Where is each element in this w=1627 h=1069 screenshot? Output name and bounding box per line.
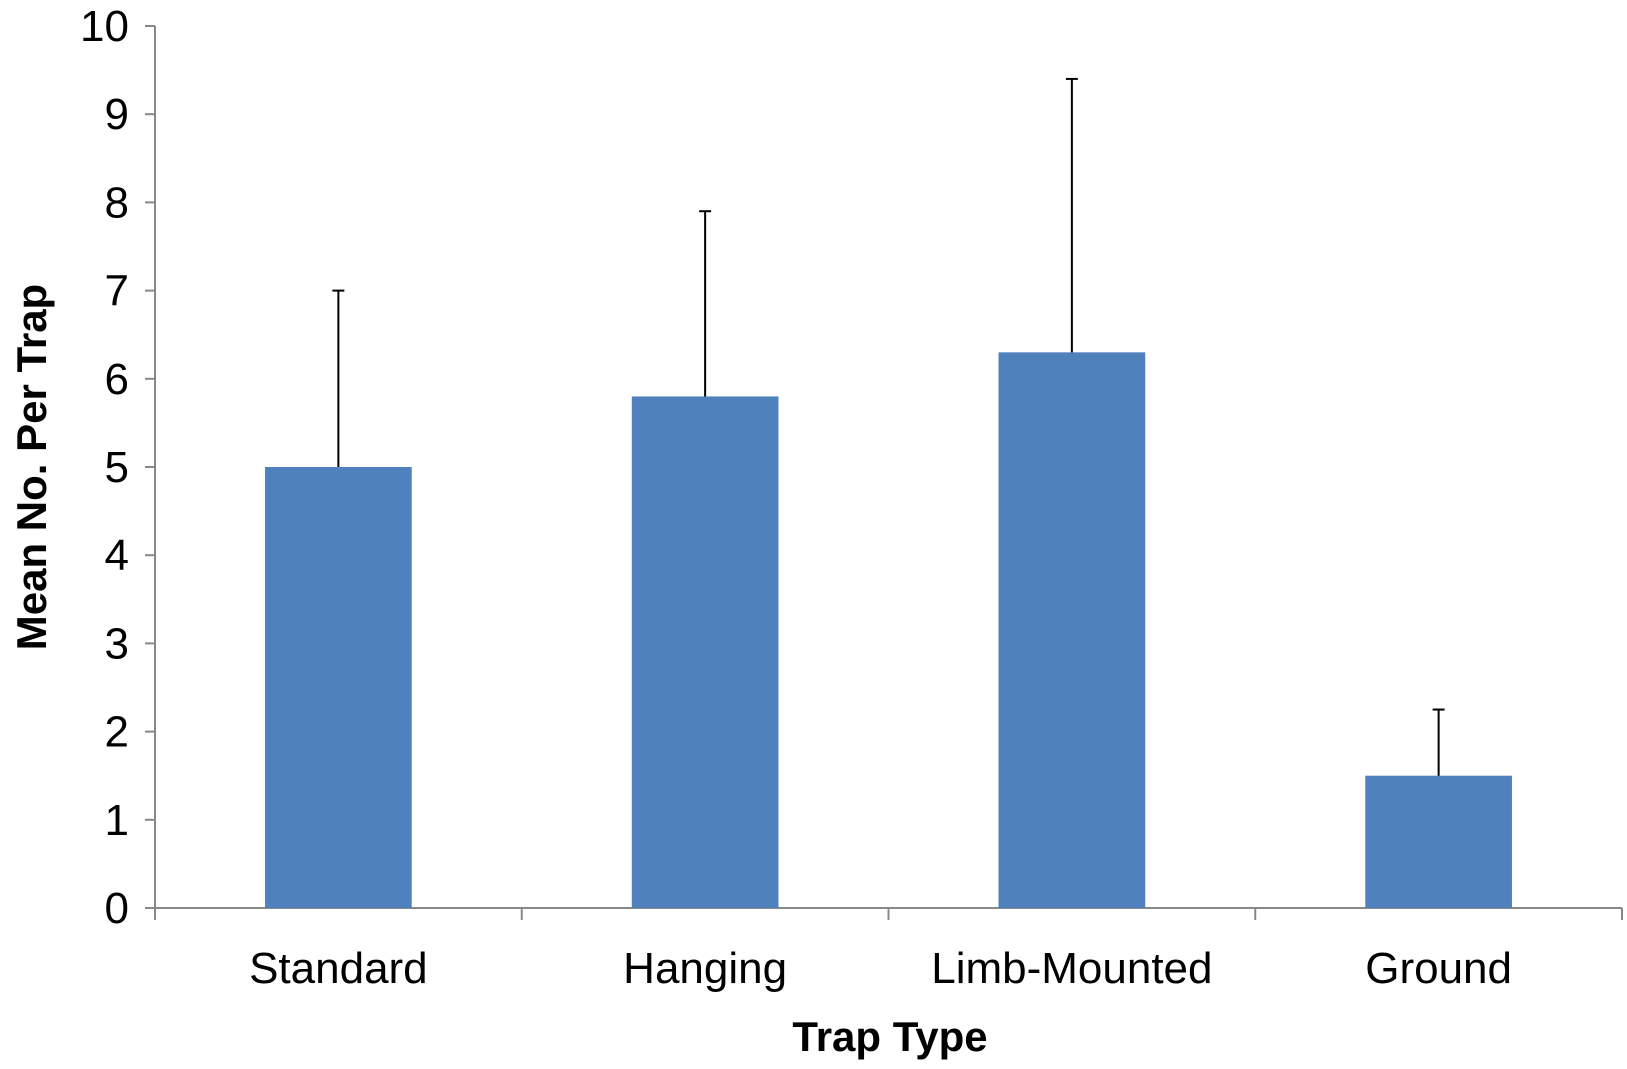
x-category-label: Standard bbox=[249, 944, 428, 993]
x-category-label: Ground bbox=[1365, 944, 1512, 993]
y-tick-label: 10 bbox=[80, 2, 129, 51]
y-axis-title: Mean No. Per Trap bbox=[8, 284, 55, 650]
x-category-label: Hanging bbox=[623, 944, 787, 993]
bar-limb-mounted bbox=[998, 352, 1146, 909]
x-axis-title: Trap Type bbox=[792, 1013, 987, 1060]
y-tick-label: 5 bbox=[105, 443, 129, 492]
y-tick-label: 7 bbox=[105, 267, 129, 316]
bar-ground bbox=[1365, 775, 1512, 908]
y-tick-label: 6 bbox=[105, 355, 129, 404]
y-tick-label: 1 bbox=[105, 796, 129, 845]
bars-layer bbox=[265, 352, 1512, 909]
y-tick-label: 2 bbox=[105, 708, 129, 757]
y-tick-label: 3 bbox=[105, 619, 129, 668]
error-bars-layer bbox=[332, 77, 1445, 776]
y-tick-label: 0 bbox=[105, 884, 129, 933]
y-tick-label: 8 bbox=[105, 178, 129, 227]
bar-standard bbox=[265, 467, 412, 908]
x-category-label: Limb-Mounted bbox=[931, 944, 1212, 993]
y-tick-label: 9 bbox=[105, 90, 129, 139]
labels-layer: Standard Hanging Limb-Mounted Ground bbox=[249, 944, 1512, 993]
y-tick-label: 4 bbox=[105, 531, 129, 580]
ticks-layer: 0 1 2 3 4 5 6 7 8 9 10 bbox=[80, 2, 1623, 933]
bar-hanging bbox=[631, 396, 779, 908]
